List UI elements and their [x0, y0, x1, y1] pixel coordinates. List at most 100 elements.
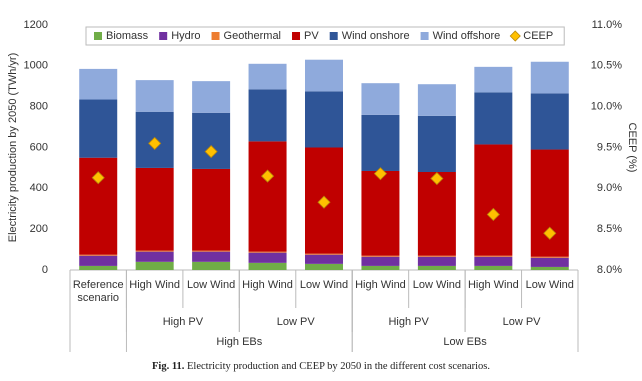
y2-tick-label: 8.0%	[597, 264, 622, 276]
bar-segment	[192, 261, 231, 270]
x-tick-label: High Wind	[467, 279, 519, 291]
ceep-marker	[204, 145, 218, 159]
bar-segment	[305, 263, 343, 270]
legend-label: PV	[304, 30, 319, 42]
y-tick-label: 600	[30, 141, 48, 153]
group-label: Low PV	[276, 316, 315, 328]
group-label: High PV	[162, 316, 204, 328]
y-tick-label: 0	[42, 264, 48, 276]
supergroup-label: High EBs	[216, 336, 263, 348]
bar-segment	[417, 255, 456, 257]
legend-label: Geothermal	[224, 30, 281, 42]
x-tick-label: Low Wind	[412, 279, 462, 291]
legend-swatch	[292, 32, 301, 40]
legend-label: Hydro	[171, 30, 200, 42]
bar-segment	[192, 168, 231, 251]
legend-swatch	[329, 32, 338, 40]
y-tick-label: 400	[30, 182, 48, 194]
bar-segment	[361, 114, 400, 171]
bar-segment	[305, 253, 343, 255]
legend-marker	[509, 30, 521, 42]
bar-segment	[192, 81, 231, 113]
bar-segment	[79, 99, 118, 158]
x-tick-label: High Wind	[242, 279, 293, 291]
y2-tick-label: 8.5%	[597, 223, 622, 235]
y-tick-label: 800	[30, 101, 48, 113]
bar-segment	[248, 89, 287, 142]
bar-segment	[192, 251, 231, 262]
legend-swatch	[94, 32, 102, 40]
caption-text: Electricity production and CEEP by 2050 …	[187, 361, 490, 372]
bar-segment	[79, 265, 118, 270]
bar-segment	[474, 255, 513, 257]
bar-segment	[417, 115, 456, 172]
bar-segment	[135, 261, 174, 270]
bar-segment	[135, 250, 174, 252]
x-tick-label: Reference scenario	[72, 279, 124, 304]
legend-label: CEEP	[523, 30, 553, 42]
y-axis-label: Electricity production by 2050 (TWh/yr)	[7, 53, 19, 243]
bar-segment	[474, 144, 513, 256]
ceep-marker	[373, 167, 388, 181]
bar-segment	[305, 91, 343, 148]
bar-segment	[305, 254, 343, 264]
bar-segment	[530, 61, 569, 94]
y-tick-label: 200	[30, 223, 48, 235]
bar-segment	[248, 252, 287, 263]
x-tick-label: Low Wind	[525, 279, 574, 291]
x-tick-label: High Wind	[129, 279, 181, 291]
bar-segment	[248, 262, 287, 270]
ceep-marker	[430, 171, 444, 186]
ceep-marker	[317, 195, 331, 209]
group-label: High PV	[388, 316, 429, 328]
y2-tick-label: 9.0%	[597, 182, 622, 194]
bar-segment	[135, 80, 174, 112]
bar-segment	[248, 251, 287, 253]
bar-segment	[305, 59, 343, 92]
bar-segment	[417, 265, 456, 270]
bar-segment	[361, 83, 400, 115]
bar-segment	[417, 172, 456, 256]
legend-label: Wind offshore	[433, 30, 501, 42]
bar-segment	[417, 84, 456, 116]
bar-segment	[192, 250, 231, 252]
legend-label: Wind onshore	[342, 30, 410, 42]
bar-segment	[361, 256, 400, 266]
bar-segment	[530, 266, 569, 270]
caption-label: Fig. 11.	[152, 361, 185, 372]
bar-segment	[417, 256, 456, 266]
ceep-marker	[148, 136, 162, 150]
bar-segment	[530, 149, 569, 257]
bar-segment	[79, 68, 118, 100]
ceep-marker	[543, 226, 557, 240]
group-label: Low PV	[502, 316, 541, 328]
bar-segment	[361, 255, 400, 257]
ceep-marker	[260, 169, 275, 183]
bar-segment	[135, 251, 174, 262]
bar-segment	[474, 66, 513, 93]
bar-segment	[361, 265, 400, 270]
supergroup-label: Low EBs	[443, 336, 487, 348]
caption: Fig. 11. Electricity production and CEEP…	[0, 361, 642, 372]
bar-segment	[135, 167, 174, 251]
legend-swatch	[211, 32, 220, 40]
y2-tick-label: 11.0%	[592, 19, 623, 31]
x-tick-label: High Wind	[355, 279, 406, 291]
bar-segment	[530, 93, 569, 150]
bar-segment	[530, 256, 569, 258]
bar-segment	[248, 63, 287, 90]
bar-segment	[474, 265, 513, 270]
bar-segment	[361, 170, 400, 256]
ceep-marker	[486, 207, 500, 222]
legend-label: Biomass	[106, 30, 149, 42]
y2-axis-label: CEEP (%)	[626, 123, 638, 173]
y-tick-label: 1000	[24, 60, 48, 72]
ceep-marker	[91, 171, 105, 185]
bar-segment	[474, 256, 513, 266]
bar-segment	[530, 257, 569, 267]
legend-box	[85, 26, 565, 46]
legend-swatch	[420, 32, 429, 40]
bar-segment	[79, 255, 118, 266]
y2-tick-label: 10.5%	[591, 60, 622, 72]
